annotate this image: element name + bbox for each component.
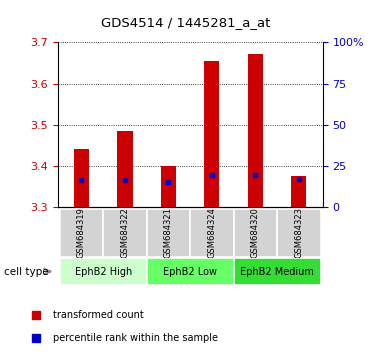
Text: GSM684319: GSM684319 xyxy=(77,207,86,258)
Text: GSM684323: GSM684323 xyxy=(294,207,303,258)
Bar xyxy=(291,176,306,207)
Bar xyxy=(147,258,234,285)
Text: GSM684321: GSM684321 xyxy=(164,207,173,258)
Text: GSM684324: GSM684324 xyxy=(207,207,216,258)
Bar xyxy=(234,258,321,285)
Bar xyxy=(117,131,132,207)
Text: percentile rank within the sample: percentile rank within the sample xyxy=(53,332,218,343)
Bar xyxy=(234,209,277,257)
Text: GSM684322: GSM684322 xyxy=(121,207,129,258)
Bar xyxy=(74,149,89,207)
Bar xyxy=(60,209,103,257)
Bar xyxy=(147,209,190,257)
Bar xyxy=(248,54,263,207)
Bar xyxy=(161,166,176,207)
Text: EphB2 Medium: EphB2 Medium xyxy=(240,267,314,277)
Text: EphB2 High: EphB2 High xyxy=(75,267,132,277)
Bar xyxy=(190,209,234,257)
Text: transformed count: transformed count xyxy=(53,310,144,320)
Text: GDS4514 / 1445281_a_at: GDS4514 / 1445281_a_at xyxy=(101,16,270,29)
Bar xyxy=(277,209,321,257)
Text: GSM684320: GSM684320 xyxy=(251,207,260,258)
Bar xyxy=(204,61,220,207)
Text: cell type: cell type xyxy=(4,267,48,276)
Text: EphB2 Low: EphB2 Low xyxy=(163,267,217,277)
Bar xyxy=(60,258,147,285)
Bar xyxy=(103,209,147,257)
